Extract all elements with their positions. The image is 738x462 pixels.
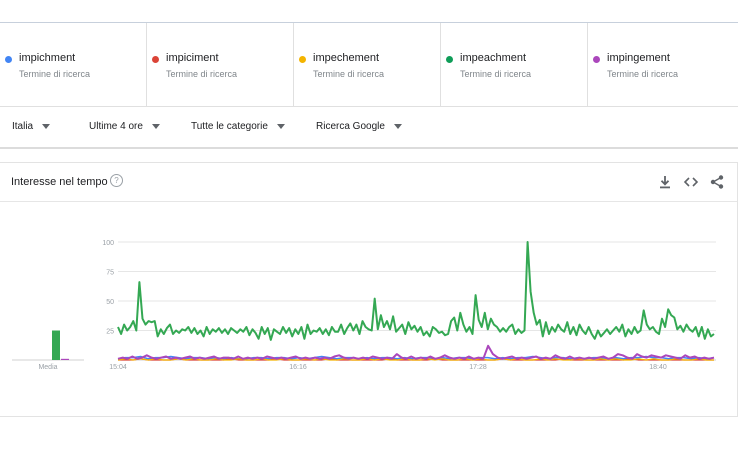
x-tick-label: 18:40: [649, 364, 667, 371]
embed-code-icon[interactable]: [683, 174, 699, 190]
term-card-2[interactable]: impiciment Termine di ricerca: [147, 23, 294, 106]
y-tick-label: 75: [106, 270, 114, 277]
card-header: Interesse nel tempo ?: [0, 163, 737, 202]
chevron-down-icon: [393, 124, 402, 129]
y-tick-label: 100: [102, 240, 114, 247]
category-label: Tutte le categorie: [191, 121, 268, 132]
search-terms-bar: impichment Termine di ricerca impiciment…: [0, 23, 738, 107]
y-tick-label: 50: [106, 299, 114, 306]
term-card-1[interactable]: impichment Termine di ricerca: [0, 23, 147, 106]
chevron-down-icon: [42, 124, 51, 129]
y-tick-label: 25: [106, 329, 114, 336]
term-type-label: Termine di ricerca: [19, 69, 91, 79]
region-label: Italia: [12, 121, 34, 132]
time-range-label: Ultime 4 ore: [89, 121, 143, 132]
region-dropdown[interactable]: Italia: [12, 121, 51, 132]
average-bar: [52, 330, 60, 360]
interest-over-time-card: Interesse nel tempo ? 100 75 50 25 15:04 16:1…: [0, 162, 738, 417]
term-name: impingement: [607, 52, 670, 64]
average-label: Media: [38, 364, 57, 371]
term-type-label: Termine di ricerca: [313, 69, 385, 79]
category-dropdown[interactable]: Tutte le categorie: [191, 121, 285, 132]
term-name: impiciment: [166, 52, 219, 64]
term-type-label: Termine di ricerca: [166, 69, 238, 79]
term-color-dot: [5, 56, 12, 63]
share-icon[interactable]: [709, 174, 725, 190]
x-tick-label: 17:28: [469, 364, 487, 371]
series-line-impeachment: [117, 241, 715, 341]
card-title: Interesse nel tempo: [11, 176, 108, 188]
time-range-dropdown[interactable]: Ultime 4 ore: [89, 121, 160, 132]
download-icon[interactable]: [657, 174, 673, 190]
term-type-label: Termine di ricerca: [607, 69, 679, 79]
term-name: impichment: [19, 52, 76, 64]
interest-line-chart: 100 75 50 25 15:04 16:16 17:28 18:40 Media: [12, 240, 716, 371]
top-divider: [0, 22, 738, 23]
search-type-label: Ricerca Google: [316, 121, 385, 132]
term-name: impeachment: [460, 52, 527, 64]
x-tick-label: 16:16: [289, 364, 307, 371]
search-type-dropdown[interactable]: Ricerca Google: [316, 121, 402, 132]
term-card-5[interactable]: impingement Termine di ricerca: [588, 23, 738, 106]
term-card-3[interactable]: impechement Termine di ricerca: [294, 23, 441, 106]
chevron-down-icon: [276, 124, 285, 129]
chevron-down-icon: [151, 124, 160, 129]
series-line-impingement: [117, 344, 715, 360]
term-type-label: Termine di ricerca: [460, 69, 532, 79]
term-color-dot: [152, 56, 159, 63]
filters-bar: Italia Ultime 4 ore Tutte le categorie R…: [0, 106, 738, 149]
term-card-4[interactable]: impeachment Termine di ricerca: [441, 23, 588, 106]
x-tick-label: 15:04: [109, 364, 127, 371]
term-color-dot: [299, 56, 306, 63]
term-name: impechement: [313, 52, 380, 64]
help-circle-icon[interactable]: ?: [110, 174, 123, 187]
term-color-dot: [593, 56, 600, 63]
average-bar: [61, 358, 69, 360]
term-color-dot: [446, 56, 453, 63]
